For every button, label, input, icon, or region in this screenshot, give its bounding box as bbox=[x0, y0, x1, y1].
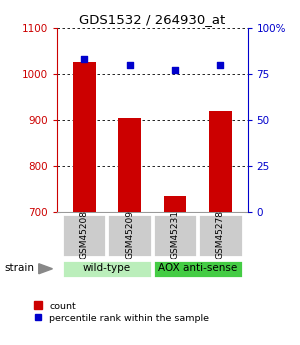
Text: AOX anti-sense: AOX anti-sense bbox=[158, 263, 237, 273]
Bar bbox=[118, 118, 141, 212]
Bar bbox=[153, 260, 242, 278]
Polygon shape bbox=[39, 264, 52, 274]
Bar bbox=[198, 214, 242, 257]
Bar bbox=[62, 214, 106, 257]
Legend: count, percentile rank within the sample: count, percentile rank within the sample bbox=[34, 302, 209, 323]
Title: GDS1532 / 264930_at: GDS1532 / 264930_at bbox=[79, 13, 225, 27]
Bar bbox=[107, 214, 152, 257]
Point bbox=[218, 62, 223, 67]
Point bbox=[172, 67, 177, 73]
Text: wild-type: wild-type bbox=[83, 263, 131, 273]
Text: GSM45231: GSM45231 bbox=[170, 210, 179, 259]
Bar bbox=[164, 196, 186, 212]
Text: GSM45208: GSM45208 bbox=[80, 210, 89, 259]
Point bbox=[82, 56, 87, 62]
Text: GSM45209: GSM45209 bbox=[125, 210, 134, 259]
Point bbox=[127, 62, 132, 67]
Text: strain: strain bbox=[4, 263, 34, 273]
Bar bbox=[209, 111, 232, 212]
Text: GSM45278: GSM45278 bbox=[216, 210, 225, 259]
Bar bbox=[153, 214, 197, 257]
Bar bbox=[73, 62, 96, 212]
Bar bbox=[62, 260, 152, 278]
